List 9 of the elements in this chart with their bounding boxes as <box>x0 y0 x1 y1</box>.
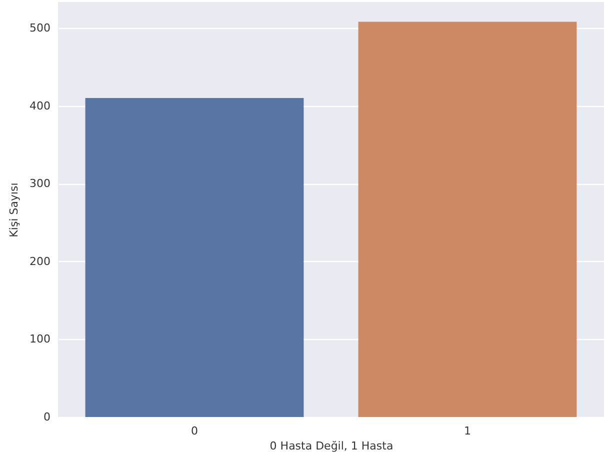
x-tick-label: 1 <box>464 424 471 438</box>
y-axis-title: Kişi Sayısı <box>8 182 21 238</box>
y-tick-label: 0 <box>44 410 50 424</box>
y-tick-label: 300 <box>30 177 50 190</box>
y-tick-label: 100 <box>30 332 50 346</box>
y-tick-label: 200 <box>30 254 50 268</box>
y-tick-label: 400 <box>30 99 50 112</box>
y-tick-label: 500 <box>30 21 50 34</box>
x-axis-title: 0 Hasta Değil, 1 Hasta <box>270 440 394 452</box>
